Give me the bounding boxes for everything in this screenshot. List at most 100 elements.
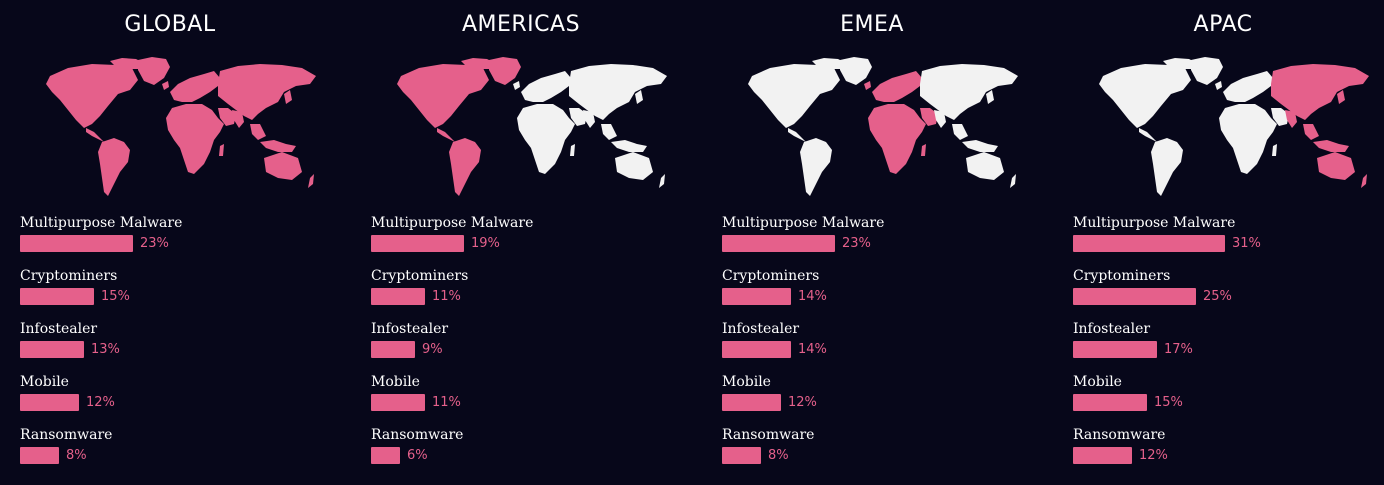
landmass-americas-0 — [1099, 64, 1191, 128]
bar — [371, 447, 400, 464]
landmass-emea-4 — [219, 144, 224, 156]
map-region-americas — [397, 57, 521, 196]
bar-line: 15% — [1073, 393, 1384, 412]
region-panel-americas: AMERICAS Multipurpose Malware 19% Cryptomin… — [371, 0, 701, 485]
landmass-americas-1 — [461, 58, 495, 69]
region-panel-global: GLOBAL Multipurpose Malware 23% Cryptominer… — [20, 0, 350, 485]
bar-row: Infostealer 17% — [1073, 320, 1384, 373]
world-map — [397, 57, 667, 196]
bar — [20, 394, 79, 411]
bar-value-label: 25% — [1203, 289, 1232, 304]
landmass-apac-3 — [986, 90, 994, 104]
bar-row: Mobile 12% — [20, 373, 350, 426]
world-map — [748, 57, 1018, 196]
bar-line: 23% — [20, 234, 350, 253]
malware-bar-list: Multipurpose Malware 23% Cryptominers 14% In… — [722, 214, 1052, 479]
landmass-apac-4 — [260, 140, 296, 152]
bar-category-label: Multipurpose Malware — [722, 215, 885, 231]
landmass-americas-3 — [1139, 128, 1157, 142]
bar — [722, 394, 781, 411]
landmass-americas-1 — [1163, 58, 1197, 69]
bar-line: 14% — [722, 340, 1052, 359]
bar-category-label: Infostealer — [371, 321, 449, 337]
bar-row: Cryptominers 25% — [1073, 267, 1384, 320]
malware-bar-list: Multipurpose Malware 23% Cryptominers 15% In… — [20, 214, 350, 479]
map-region-emea — [864, 71, 938, 174]
bar-value-label: 8% — [768, 448, 789, 463]
bar-value-label: 14% — [798, 342, 827, 357]
bar-category-label: Mobile — [722, 374, 771, 390]
bar — [722, 288, 791, 305]
bar — [1073, 288, 1196, 305]
landmass-emea-0 — [521, 71, 571, 102]
bar-value-label: 31% — [1232, 236, 1261, 251]
bar-category-label: Mobile — [20, 374, 69, 390]
landmass-emea-2 — [166, 104, 224, 174]
landmass-apac-5 — [966, 152, 1004, 180]
landmass-apac-4 — [962, 140, 998, 152]
bar — [1073, 341, 1157, 358]
landmass-americas-4 — [800, 138, 832, 196]
landmass-apac-0 — [1271, 64, 1369, 120]
landmass-emea-4 — [921, 144, 926, 156]
landmass-americas-2 — [1191, 57, 1223, 85]
bar — [20, 341, 84, 358]
region-panel-emea: EMEA Multipurpose Malware 23% Cryptominers 1… — [722, 0, 1052, 485]
bar-category-label: Multipurpose Malware — [20, 215, 183, 231]
landmass-emea-3 — [920, 108, 938, 126]
bar-row: Infostealer 14% — [722, 320, 1052, 373]
bar — [371, 394, 425, 411]
bar-line: 12% — [722, 393, 1052, 412]
panel-title: GLOBAL — [124, 12, 216, 37]
map-region-americas — [748, 57, 872, 196]
bar-value-label: 13% — [91, 342, 120, 357]
landmass-americas-4 — [98, 138, 130, 196]
bar-category-label: Ransomware — [371, 427, 464, 443]
bar-category-label: Mobile — [371, 374, 420, 390]
bar-category-label: Ransomware — [1073, 427, 1166, 443]
bar-line: 14% — [722, 287, 1052, 306]
landmass-emea-2 — [517, 104, 575, 174]
landmass-apac-4 — [1313, 140, 1349, 152]
landmass-emea-3 — [1271, 108, 1289, 126]
bar — [20, 288, 94, 305]
landmass-americas-2 — [489, 57, 521, 85]
bar-line: 11% — [371, 287, 701, 306]
landmass-americas-4 — [1151, 138, 1183, 196]
bar-category-label: Cryptominers — [371, 268, 469, 284]
landmass-americas-0 — [397, 64, 489, 128]
bar — [371, 288, 425, 305]
bar-value-label: 23% — [140, 236, 169, 251]
region-panel-apac: APAC Multipurpose Malware 31% Cryptominers 2… — [1073, 0, 1384, 485]
bar — [722, 235, 835, 252]
bar — [1073, 447, 1132, 464]
landmass-americas-0 — [46, 64, 138, 128]
landmass-apac-5 — [264, 152, 302, 180]
bar-value-label: 23% — [842, 236, 871, 251]
bar-value-label: 15% — [1154, 395, 1183, 410]
bar-value-label: 11% — [432, 395, 461, 410]
bar-row: Multipurpose Malware 23% — [722, 214, 1052, 267]
bar-row: Multipurpose Malware 19% — [371, 214, 701, 267]
bar-line: 19% — [371, 234, 701, 253]
bar-value-label: 19% — [471, 236, 500, 251]
landmass-apac-2 — [250, 124, 266, 140]
landmass-emea-0 — [1223, 71, 1273, 102]
landmass-apac-6 — [308, 174, 314, 188]
bar-row: Mobile 11% — [371, 373, 701, 426]
bar-line: 15% — [20, 287, 350, 306]
bar-row: Ransomware 12% — [1073, 426, 1384, 479]
bar-category-label: Multipurpose Malware — [1073, 215, 1236, 231]
landmass-apac-6 — [1010, 174, 1016, 188]
bar — [371, 235, 464, 252]
bar-value-label: 12% — [788, 395, 817, 410]
bar-line: 12% — [1073, 446, 1384, 465]
landmass-americas-3 — [788, 128, 806, 142]
landmass-apac-3 — [1337, 90, 1345, 104]
landmass-emea-0 — [872, 71, 922, 102]
panel-title: APAC — [1193, 12, 1253, 37]
landmass-apac-1 — [583, 110, 595, 128]
bar-category-label: Mobile — [1073, 374, 1122, 390]
landmass-emea-1 — [513, 81, 520, 90]
landmass-emea-1 — [162, 81, 169, 90]
